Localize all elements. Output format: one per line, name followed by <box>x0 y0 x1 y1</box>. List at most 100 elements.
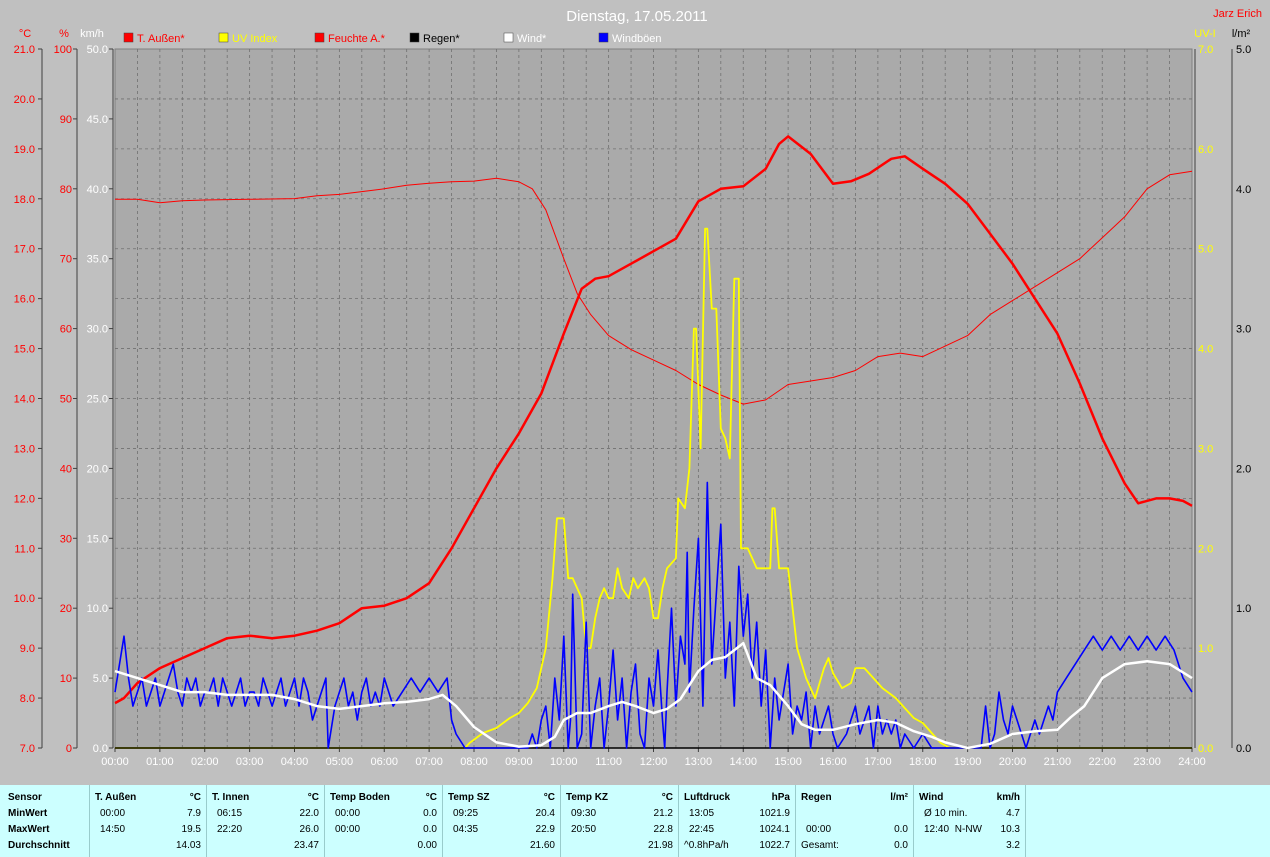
stats-row-label: Sensor <box>8 792 42 803</box>
x-tick-label: 02:00 <box>191 756 219 768</box>
humidity-axis-tick-label: 90 <box>60 114 72 126</box>
stats-average: 23.47 <box>293 840 319 851</box>
wind-axis-tick-label: 5.0 <box>93 673 108 685</box>
humidity-axis-tick-label: 50 <box>60 394 72 406</box>
stats-unit: °C <box>543 792 555 803</box>
stats-max-direction: N-NW <box>954 824 982 835</box>
temp-axis-tick-label: 12.0 <box>14 493 35 505</box>
humidity-axis-tick-label: 70 <box>60 254 72 266</box>
stats-row-labels <box>0 785 90 857</box>
stats-max-time: 20:50 <box>571 824 597 835</box>
stats-max-value: 10.3 <box>1000 824 1020 835</box>
legend-swatch <box>503 32 514 43</box>
humidity-axis-tick-label: 30 <box>60 533 72 545</box>
x-tick-label: 14:00 <box>729 756 757 768</box>
legend-swatch <box>409 32 420 43</box>
wind-axis-tick-label: 20.0 <box>87 463 108 475</box>
chart-title: Dienstag, 17.05.2011 <box>566 8 708 25</box>
temp-axis-tick-label: 16.0 <box>14 294 35 306</box>
x-tick-label: 21:00 <box>1044 756 1072 768</box>
stats-average: 1022.7 <box>759 840 790 851</box>
legend-label: UV Index <box>232 33 278 45</box>
temp-axis-tick-label: 18.0 <box>14 194 35 206</box>
legend-swatch <box>218 32 229 43</box>
stats-min-value: 7.9 <box>187 808 201 819</box>
temp-unit-label: °C <box>19 28 31 40</box>
axis-units: °C% km/h UV-I l/m² <box>19 28 1251 40</box>
stats-avg-label: Gesamt: <box>801 840 839 851</box>
x-tick-label: 16:00 <box>819 756 847 768</box>
legend-swatch <box>123 32 134 43</box>
wind-unit-label: km/h <box>80 28 104 40</box>
stats-min-value: 0.0 <box>423 808 437 819</box>
stats-max-time: 04:35 <box>453 824 479 835</box>
wind-axis-tick-label: 25.0 <box>87 394 108 406</box>
series-line-wind <box>114 641 1193 750</box>
x-tick-label: 11:00 <box>595 756 622 768</box>
x-tick-label: 20:00 <box>999 756 1027 768</box>
wind-axis-tick-label: 15.0 <box>87 533 108 545</box>
x-tick-label: 08:00 <box>460 756 488 768</box>
stats-min-value: 20.4 <box>535 808 555 819</box>
x-tick-label: 13:00 <box>685 756 713 768</box>
temp-axis-tick-label: 11.0 <box>14 543 35 555</box>
stats-max-value: 22.9 <box>535 824 555 835</box>
rain-axis-tick-label: 2.0 <box>1236 463 1251 475</box>
wind-axis-tick-label: 30.0 <box>87 324 108 336</box>
temp-axis-tick-label: 7.0 <box>20 743 35 755</box>
wind-axis-tick-label: 50.0 <box>87 44 108 56</box>
legend-label: Regen* <box>423 33 460 45</box>
stats-column <box>796 785 914 857</box>
rain-axis-tick-label: 4.0 <box>1236 184 1251 196</box>
stats-average: 0.00 <box>417 840 437 851</box>
x-tick-label: 09:00 <box>505 756 533 768</box>
stats-max-time: 12:40 <box>924 824 950 835</box>
humidity-axis-tick-label: 20 <box>60 603 72 615</box>
x-tick-label: 17:00 <box>864 756 892 768</box>
humidity-axis-tick-label: 0 <box>66 743 72 755</box>
uv-axis-tick-label: 1.0 <box>1198 643 1213 655</box>
stats-min-time: 00:00 <box>100 808 126 819</box>
stats-max-value: 26.0 <box>299 824 319 835</box>
stats-min-time: 00:00 <box>335 808 361 819</box>
stats-max-time: 22:20 <box>217 824 243 835</box>
uv-axis-tick-label: 7.0 <box>1198 44 1213 56</box>
legend-label: Feuchte A.* <box>328 33 386 45</box>
humidity-axis-tick-label: 100 <box>54 44 72 56</box>
x-tick-label: 24:00 <box>1178 756 1206 768</box>
humidity-axis-tick-label: 80 <box>60 184 72 196</box>
humidity-axis-tick-label: 10 <box>60 673 72 685</box>
stats-sensor-name: T. Außen <box>95 792 137 803</box>
stats-column <box>90 785 207 857</box>
temp-axis-tick-label: 9.0 <box>20 643 35 655</box>
stats-max-value: 22.8 <box>653 824 673 835</box>
temp-axis-tick-label: 8.0 <box>20 693 35 705</box>
stats-max-time: 00:00 <box>335 824 361 835</box>
stats-unit: °C <box>425 792 437 803</box>
series-layer <box>114 135 1193 750</box>
humidity-unit-label: % <box>59 28 69 40</box>
temp-axis-tick-label: 14.0 <box>14 394 35 406</box>
series-line-feuchtea <box>115 170 1193 405</box>
stats-unit: °C <box>307 792 319 803</box>
x-axis: 00:00 01:00 02:00 03:00 04:00 05:00 06:00 07:00… <box>101 748 1206 768</box>
rain-axis-tick-label: 1.0 <box>1236 603 1251 615</box>
stats-average: 0.0 <box>894 840 908 851</box>
temp-axis-tick-label: 13.0 <box>14 443 35 455</box>
x-tick-label: 19:00 <box>954 756 982 768</box>
author-label: Jarz Erich <box>1213 8 1262 20</box>
stats-avg-label: ^0.8hPa/h <box>684 840 729 851</box>
x-tick-label: 22:00 <box>1088 756 1116 768</box>
stats-max-time: 00:00 <box>806 824 832 835</box>
x-tick-label: 01:00 <box>146 756 174 768</box>
legend-swatch <box>314 32 325 43</box>
stats-column <box>679 785 796 857</box>
stats-min-time: Ø 10 min. <box>924 808 968 819</box>
stats-unit: km/h <box>996 792 1020 803</box>
temp-axis-tick-label: 17.0 <box>14 244 35 256</box>
wind-axis-tick-label: 0.0 <box>93 743 108 755</box>
stats-unit: °C <box>661 792 673 803</box>
stats-column <box>325 785 443 857</box>
humidity-axis-tick-label: 40 <box>60 463 72 475</box>
stats-max-value: 19.5 <box>181 824 201 835</box>
